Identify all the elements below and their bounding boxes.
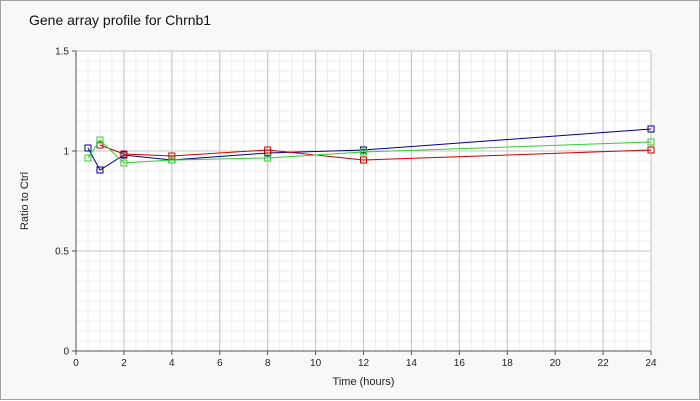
x-tick-label: 18 — [502, 358, 514, 369]
y-tick-label: 1 — [63, 147, 69, 158]
series-3-point — [360, 148, 367, 156]
series-3-point — [264, 154, 272, 162]
series-1-point — [84, 144, 92, 152]
series-2-point — [360, 156, 367, 164]
series-2-point — [264, 146, 272, 154]
series-2-point — [647, 146, 655, 154]
series-line-2 — [99, 144, 652, 161]
x-axis-title: Time (hours) — [333, 376, 395, 388]
y-axis-title: Ratio to Ctrl — [19, 172, 31, 230]
x-tick-label: 10 — [310, 358, 322, 369]
series-3-point — [96, 136, 104, 144]
series-1-point — [96, 166, 104, 174]
series-2-point — [168, 152, 176, 160]
series-3-point — [120, 159, 128, 167]
series-3-point — [168, 156, 176, 164]
chart-title: Gene array profile for Chrnb1 — [29, 12, 212, 28]
y-tick-label: 1.5 — [55, 47, 69, 58]
x-tick-label: 24 — [645, 358, 657, 369]
series-3-point — [647, 138, 655, 146]
x-tick-label: 6 — [217, 358, 223, 369]
x-tick-label: 16 — [454, 358, 466, 369]
x-tick-label: 14 — [406, 358, 418, 369]
series-2-point — [120, 150, 128, 158]
series-line-3 — [87, 139, 652, 164]
y-tick-label: 0 — [63, 347, 69, 358]
y-tick-label: 0.5 — [55, 247, 69, 258]
x-tick-label: 2 — [121, 358, 127, 369]
x-tick-label: 12 — [358, 358, 370, 369]
series-3-point — [84, 154, 92, 162]
x-tick-label: 8 — [265, 358, 271, 369]
x-tick-label: 4 — [169, 358, 175, 369]
x-tick-label: 0 — [73, 358, 79, 369]
series-1-point — [647, 125, 655, 133]
x-tick-label: 22 — [598, 358, 610, 369]
x-tick-label: 20 — [550, 358, 562, 369]
